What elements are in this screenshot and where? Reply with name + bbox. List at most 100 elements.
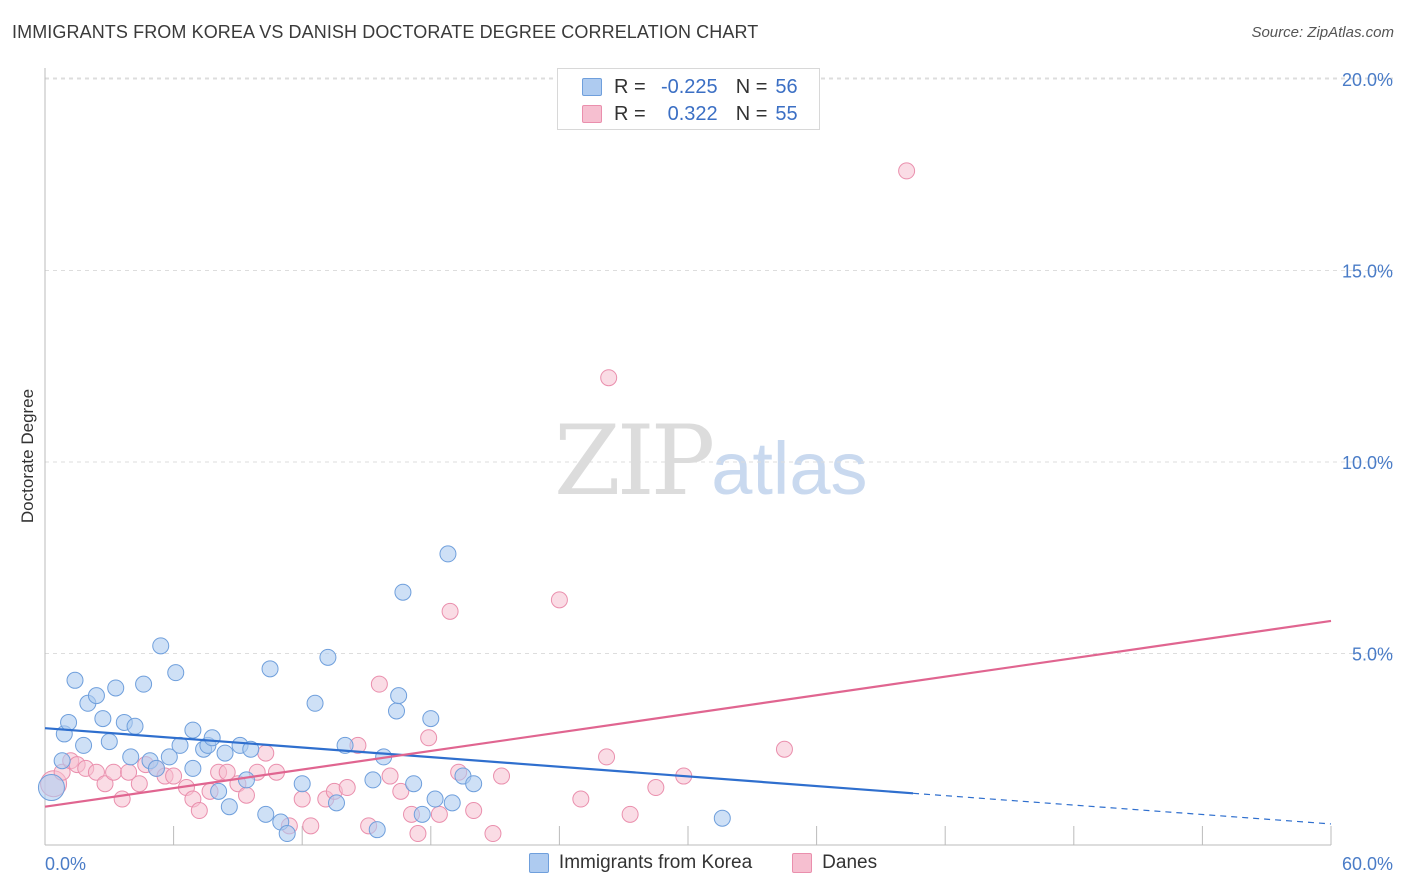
korea-point [261, 660, 279, 678]
korea-point [66, 671, 84, 689]
correlation-legend: R = -0.225 N = 56 R = 0.322 N = 55 [557, 68, 820, 130]
source-label: Source: ZipAtlas.com [1251, 24, 1394, 41]
legend-r-value: -0.225 [660, 75, 718, 98]
danes-point [898, 162, 916, 180]
korea-point [203, 729, 221, 747]
danes-point [572, 790, 590, 808]
y-tick-label: 5.0% [1352, 645, 1393, 665]
korea-point [257, 805, 275, 823]
danes-point [190, 802, 208, 820]
danes-point [96, 775, 114, 793]
korea-point [94, 710, 112, 728]
danes-point [237, 786, 255, 804]
y-tick-label: 10.0% [1342, 453, 1393, 473]
danes-point [302, 817, 320, 835]
chart-title: IMMIGRANTS FROM KOREA VS DANISH DOCTORAT… [12, 22, 759, 42]
danes-point [598, 748, 616, 766]
korea-point [368, 821, 386, 839]
legend-row-danes: R = 0.322 N = 55 [582, 101, 798, 127]
korea-point [293, 775, 311, 793]
korea-trend-extension [913, 792, 1332, 825]
danes-point [647, 779, 665, 797]
korea-point [87, 687, 105, 705]
danes-points [40, 162, 916, 843]
legend-swatch-blue [582, 78, 602, 96]
danes-point [338, 779, 356, 797]
korea-point [152, 637, 170, 655]
danes-point [465, 802, 483, 820]
korea-point [713, 809, 731, 827]
korea-points [37, 545, 731, 843]
korea-point [422, 710, 440, 728]
korea-point [53, 752, 71, 770]
series-legend-danes-label: Danes [822, 852, 878, 873]
trend-lines [44, 619, 1332, 825]
korea-point [306, 694, 324, 712]
korea-trend-line [44, 727, 914, 795]
watermark-zip: ZIP [554, 405, 715, 517]
series-legend-danes[interactable]: Danes [792, 852, 877, 874]
watermark-atlas: atlas [711, 427, 868, 510]
axes [44, 68, 1332, 846]
series-swatch-pink [792, 853, 813, 873]
danes-point [165, 767, 183, 785]
korea-point [100, 733, 118, 751]
legend-r-value: 0.322 [667, 102, 718, 125]
korea-point [327, 794, 345, 812]
korea-point [122, 748, 140, 766]
danes-point [775, 740, 793, 758]
korea-point [443, 794, 461, 812]
x-tick-label-max: 60.0% [1342, 854, 1393, 874]
legend-r-label: R = [614, 75, 646, 98]
danes-trend-line [44, 619, 1332, 808]
korea-point [184, 721, 202, 739]
korea-point [237, 771, 255, 789]
y-tick-label: 20.0% [1342, 70, 1393, 90]
danes-point [600, 369, 618, 387]
danes-point [370, 675, 388, 693]
tick-labels: 5.0% 10.0% 15.0% 20.0% 0.0% 60.0% [45, 70, 1393, 874]
korea-point [426, 790, 444, 808]
danes-point [484, 825, 502, 843]
danes-point [550, 591, 568, 609]
korea-point [364, 771, 382, 789]
korea-point [278, 825, 296, 843]
korea-point [216, 744, 234, 762]
danes-point [257, 744, 275, 762]
legend-swatch-pink [582, 105, 602, 123]
danes-point [87, 763, 105, 781]
watermark: ZIPatlas [554, 405, 868, 517]
danes-point [130, 775, 148, 793]
korea-point [413, 805, 431, 823]
korea-point [405, 775, 423, 793]
series-legend: Immigrants from Korea Danes [0, 852, 1406, 874]
series-swatch-blue [528, 853, 549, 873]
korea-point [126, 717, 144, 735]
legend-n-value: 56 [775, 75, 798, 98]
korea-point [390, 687, 408, 705]
series-legend-korea-label: Immigrants from Korea [558, 852, 753, 873]
korea-point [439, 545, 457, 563]
series-legend-korea[interactable]: Immigrants from Korea [528, 852, 753, 874]
grid-lines [45, 77, 1395, 654]
danes-point [113, 790, 131, 808]
korea-point [147, 759, 165, 777]
korea-point [37, 774, 65, 802]
danes-point [430, 805, 448, 823]
y-tick-label: 15.0% [1342, 262, 1393, 282]
legend-r-label: R = [614, 102, 646, 125]
korea-point [160, 748, 178, 766]
danes-point [381, 767, 399, 785]
legend-n-value: 55 [775, 102, 798, 125]
danes-point [493, 767, 511, 785]
korea-point [107, 679, 125, 697]
korea-point [135, 675, 153, 693]
danes-point [293, 790, 311, 808]
korea-point [394, 583, 412, 601]
korea-point [167, 664, 185, 682]
danes-point [392, 782, 410, 800]
danes-point [105, 763, 123, 781]
legend-n-label: N = [735, 102, 768, 125]
korea-point [210, 782, 228, 800]
korea-point [184, 759, 202, 777]
